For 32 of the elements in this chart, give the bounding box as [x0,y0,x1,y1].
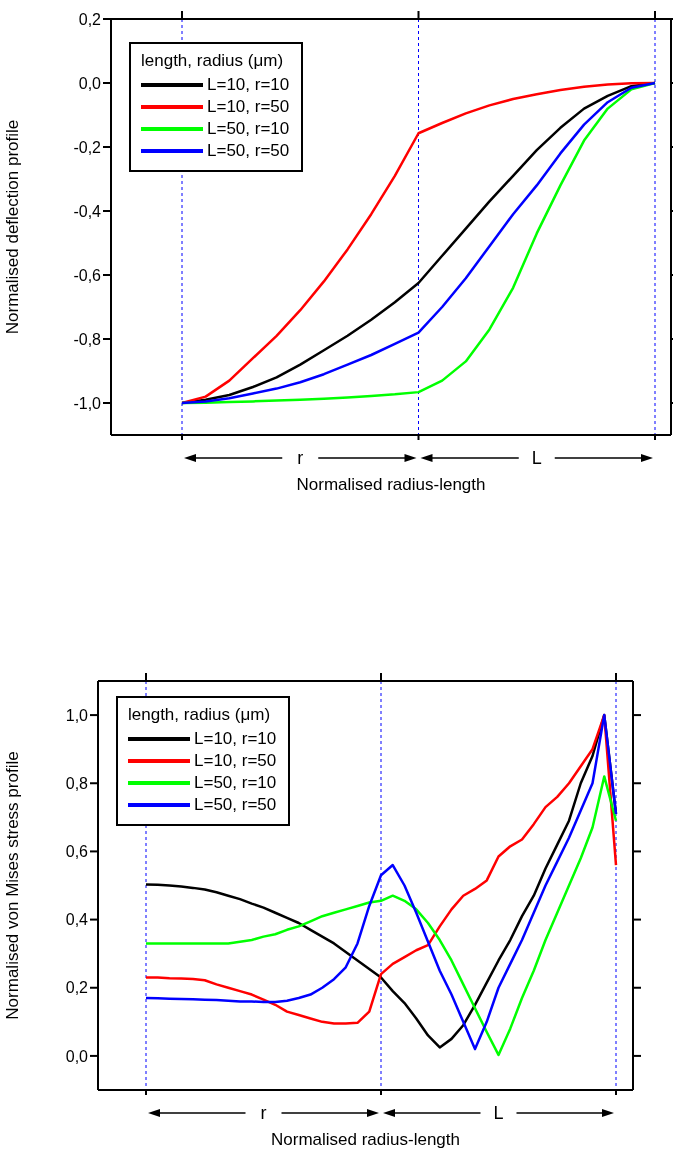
y-tick-label: -1,0 [73,394,102,412]
y-tick-label: -0,8 [73,330,102,348]
y-tick-label: 0,2 [78,10,102,28]
y-tick-label: 0,2 [65,979,89,997]
y-tick-label: 0,0 [65,1047,89,1065]
y-tick-label: -0,2 [73,138,102,156]
y-tick-label: 0,8 [65,774,89,792]
legend-label: L=10, r=10 [194,728,277,750]
legend-label: L=10, r=50 [207,96,290,118]
y-tick-label: -0,4 [73,202,102,220]
legend-label: L=50, r=50 [207,140,290,162]
legend-label: L=50, r=10 [207,118,290,140]
text: r [260,1103,267,1123]
y-tick-label: 0,0 [78,74,102,92]
legend-label: L=50, r=10 [194,772,277,794]
legend-title: length, radius (μm) [128,704,272,726]
legend-label: L=50, r=50 [194,794,277,816]
text: r [297,448,304,468]
y-tick-label: -0,6 [73,266,102,284]
y-tick-label: 0,4 [65,911,89,929]
line-series [144,775,618,1057]
legend-label: L=10, r=50 [194,750,277,772]
y-axis-title: Normalised deflection profile [3,119,23,335]
text: L [493,1103,504,1123]
legend-title: length, radius (μm) [141,50,285,72]
y-tick-label: 0,6 [65,843,89,861]
text: L [531,448,542,468]
x-axis-title: Normalised radius-length [271,1130,460,1149]
y-tick-label: 1,0 [65,706,89,724]
y-axis-title: Normalised von Mises stress profile [3,751,23,1020]
x-axis-title: Normalised radius-length [296,475,486,494]
legend-label: L=10, r=10 [207,74,290,96]
